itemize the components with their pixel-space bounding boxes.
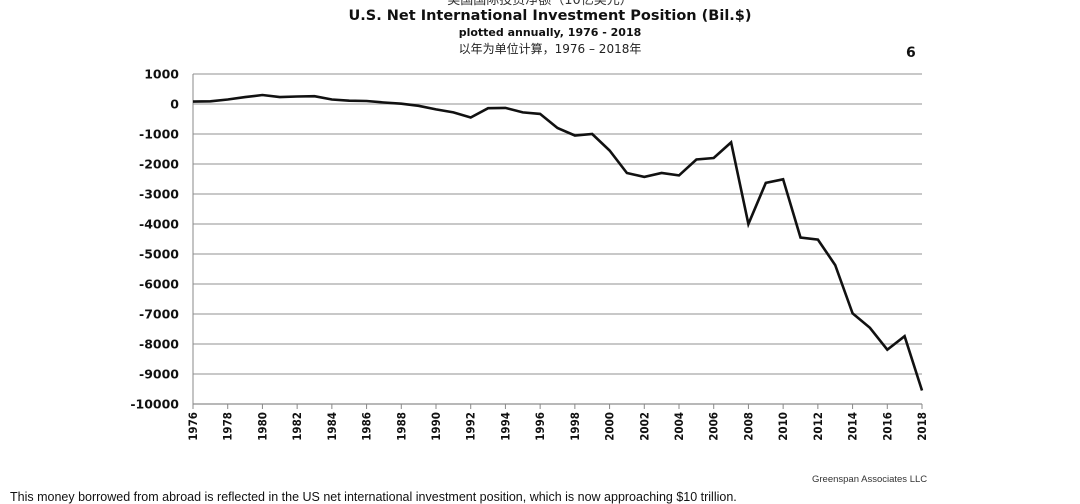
y-tick-label: 1000 <box>144 67 179 82</box>
y-tick-label: -7000 <box>139 307 179 322</box>
x-tick-label: 2002 <box>637 412 651 441</box>
x-tick-label: 2000 <box>603 412 617 441</box>
x-tick-label: 1996 <box>533 412 547 441</box>
x-tick-label: 2004 <box>672 412 686 441</box>
x-tick-label: 2014 <box>846 412 860 441</box>
y-tick-label: -6000 <box>139 277 179 292</box>
x-tick-label: 2016 <box>880 412 894 441</box>
x-tick-label: 1998 <box>568 412 582 441</box>
x-tick-label: 1982 <box>290 412 304 441</box>
y-tick-label: -3000 <box>139 187 179 202</box>
x-tick-label: 2010 <box>776 412 790 441</box>
y-tick-label: -8000 <box>139 337 179 352</box>
y-tick-label: -5000 <box>139 247 179 262</box>
series-line <box>193 95 922 391</box>
x-tick-label: 1984 <box>325 412 339 441</box>
x-tick-label: 2006 <box>707 412 721 441</box>
x-tick-label: 1978 <box>221 412 235 441</box>
x-tick-label: 2018 <box>915 412 929 441</box>
y-tick-label: -4000 <box>139 217 179 232</box>
x-tick-label: 1994 <box>498 412 512 441</box>
x-tick-label: 2008 <box>741 412 755 441</box>
y-tick-label: 0 <box>170 97 179 112</box>
x-tick-label: 1976 <box>186 412 200 441</box>
x-tick-label: 1980 <box>255 412 269 441</box>
line-chart: 1000 0 -1000 -2000 -3000 -4000 -5000 -6000 -7000… <box>0 0 1080 470</box>
y-tick-label: -2000 <box>139 157 179 172</box>
y-tick-label: -1000 <box>139 127 179 142</box>
x-tick-label: 1986 <box>360 412 374 441</box>
x-tick-label: 1988 <box>394 412 408 441</box>
x-tick-label: 2012 <box>811 412 825 441</box>
x-tick-label: 1992 <box>464 412 478 441</box>
y-tick-label: -9000 <box>139 367 179 382</box>
x-tick-label: 1990 <box>429 412 443 441</box>
y-tick-label: -10000 <box>130 397 179 412</box>
source-label: Greenspan Associates LLC <box>812 474 927 485</box>
